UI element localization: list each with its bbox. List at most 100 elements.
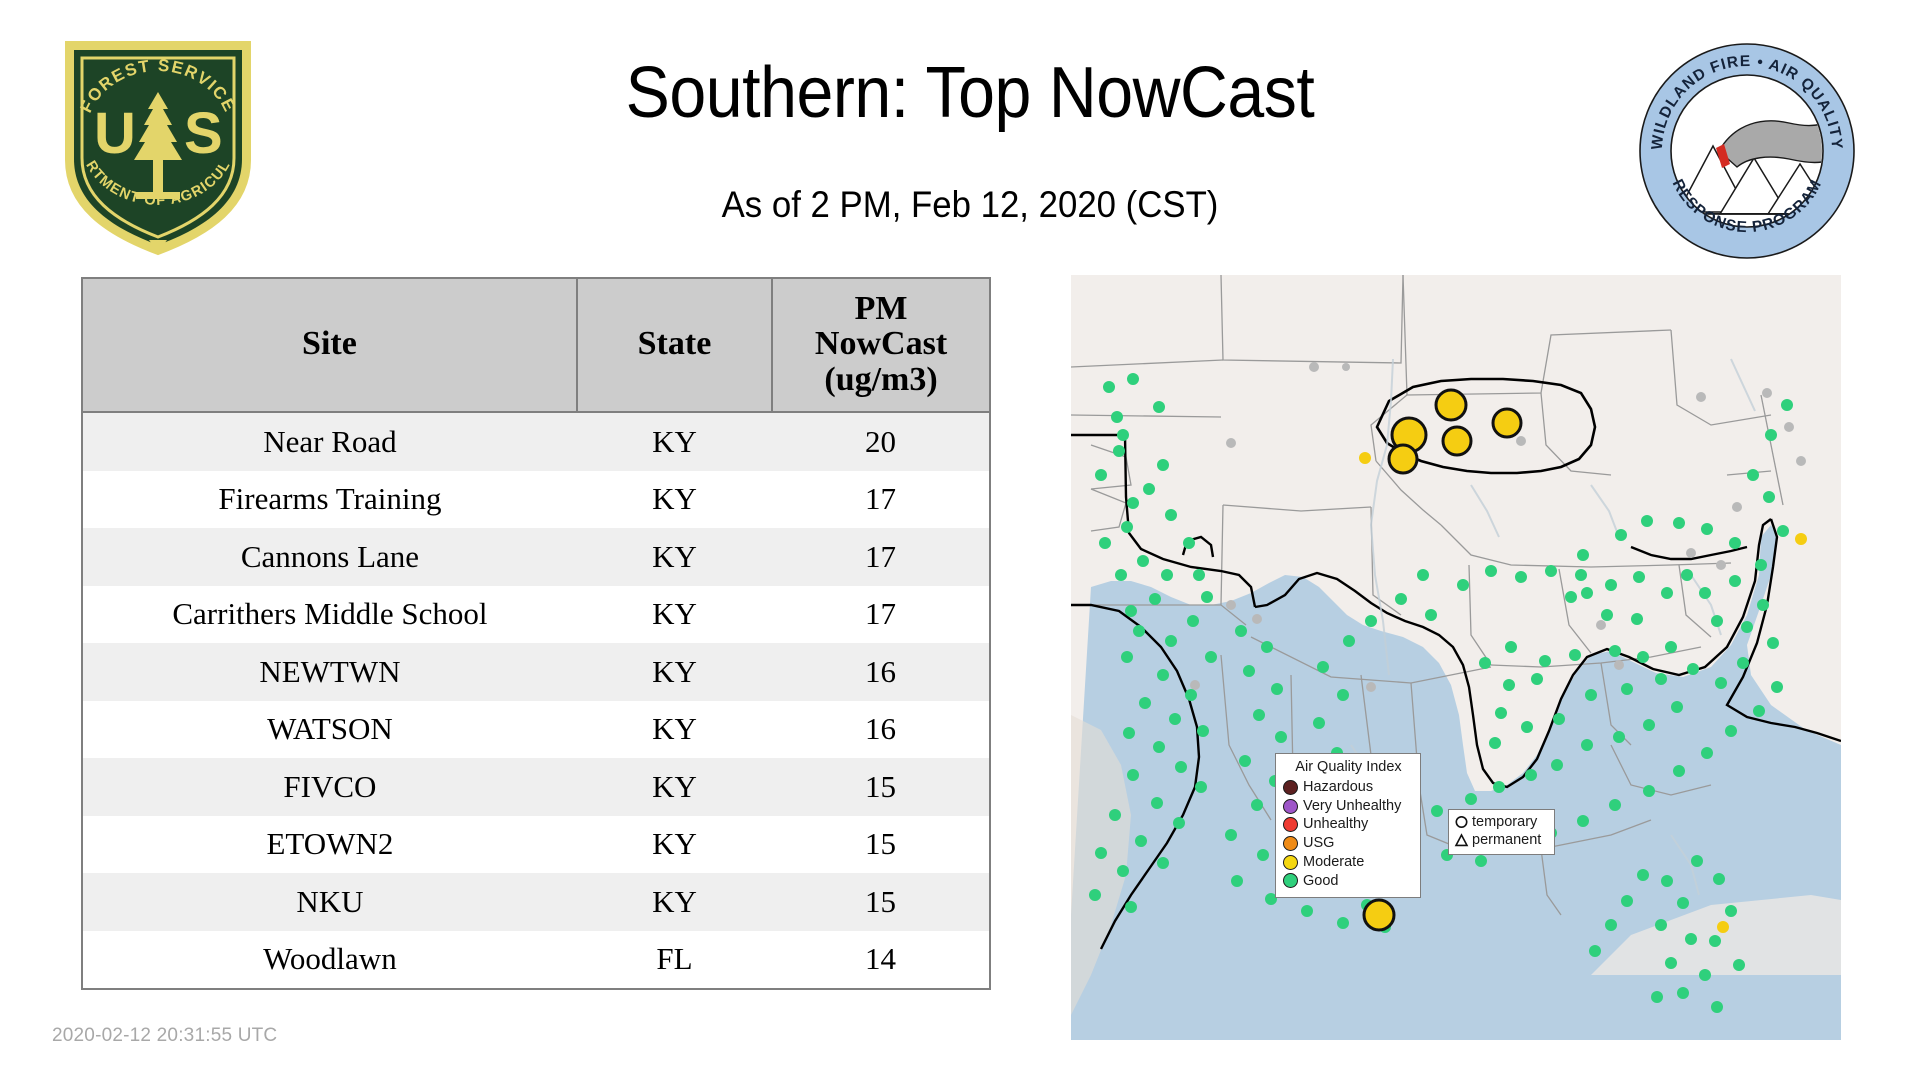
cell-state: FL xyxy=(576,930,773,989)
table-row: Carrithers Middle School KY 17 xyxy=(81,585,991,643)
cell-site: Firearms Training xyxy=(81,470,577,528)
table-row: NEWTWN KY 16 xyxy=(81,643,991,701)
us-forest-service-logo: U S FOREST SERVICE DEPARTMENT OF AGRICUL… xyxy=(46,16,264,260)
cell-site: ETOWN2 xyxy=(81,815,577,873)
marker-moderate-ky-5 xyxy=(1491,407,1523,439)
aqi-legend-label: Unhealthy xyxy=(1303,816,1369,833)
swatch-unhealthy-icon xyxy=(1283,817,1298,833)
cell-pm: 15 xyxy=(772,758,991,816)
cell-pm: 17 xyxy=(772,470,991,528)
site-type-label: permanent xyxy=(1472,831,1542,848)
cell-pm: 17 xyxy=(772,585,991,643)
aqi-legend-item-good: Good xyxy=(1283,872,1414,891)
page-subtitle: As of 2 PM, Feb 12, 2020 (CST) xyxy=(721,184,1219,225)
map-water xyxy=(1071,525,1841,1040)
table-row: NKU KY 15 xyxy=(81,873,991,931)
aqi-legend-label: Hazardous xyxy=(1303,779,1374,795)
marker-moderate-fl xyxy=(1717,921,1729,933)
aqi-legend-item-moderate: Moderate xyxy=(1283,853,1414,872)
cell-state: KY xyxy=(576,643,773,701)
map-markers-missing xyxy=(1190,362,1806,692)
aqi-legend-item-usg: USG xyxy=(1283,834,1414,853)
marker-moderate-ky-small xyxy=(1359,452,1371,464)
aqi-legend-label: Moderate xyxy=(1303,853,1365,870)
cell-state: KY xyxy=(576,470,773,528)
column-header-site: Site xyxy=(81,277,578,413)
site-type-item-permanent: permanent xyxy=(1454,832,1549,850)
cell-state: KY xyxy=(576,873,773,931)
aqi-legend-item-hazardous: Hazardous xyxy=(1283,778,1414,797)
flame-icon xyxy=(1716,144,1730,168)
pm-header-line-2: NowCast xyxy=(814,325,948,363)
column-header-pm-nowcast: PM NowCast (ug/m3) xyxy=(771,277,991,413)
cell-state: KY xyxy=(576,528,773,586)
table-row: FIVCO KY 15 xyxy=(81,758,991,816)
pm-header-line-3: (ug/m3) xyxy=(824,360,938,398)
map-canvas[interactable] xyxy=(1071,275,1841,1040)
cell-site: WATSON xyxy=(81,700,577,758)
cell-state: KY xyxy=(576,815,773,873)
table-row: Firearms Training KY 17 xyxy=(81,470,991,528)
marker-moderate-la-1 xyxy=(1362,898,1396,932)
cell-pm: 16 xyxy=(772,700,991,758)
cell-pm: 16 xyxy=(772,643,991,701)
cell-state: KY xyxy=(576,412,773,471)
wfaqrp-seal-logo: WILDLAND FIRE • AIR QUALITY RESPONSE PRO… xyxy=(1638,42,1856,260)
marker-moderate-va xyxy=(1795,533,1807,545)
cell-pm: 17 xyxy=(772,528,991,586)
pm-header-line-1: PM xyxy=(854,289,908,327)
table-row: WATSON KY 16 xyxy=(81,700,991,758)
cell-site: Woodlawn xyxy=(81,930,577,989)
cell-pm: 14 xyxy=(772,930,991,989)
aqi-legend-label: Good xyxy=(1303,872,1339,889)
cell-site: FIVCO xyxy=(81,758,577,816)
table-header-row: Site State PM NowCast (ug/m3) xyxy=(81,277,991,413)
page-title: Southern: Top NowCast xyxy=(625,53,1315,133)
svg-text:S: S xyxy=(184,101,223,166)
nowcast-table: Site State PM NowCast (ug/m3) Near Road … xyxy=(81,277,991,990)
kentucky-outline xyxy=(1375,377,1597,475)
table-row: ETOWN2 KY 15 xyxy=(81,815,991,873)
cell-site: Carrithers Middle School xyxy=(81,585,577,643)
cell-site: Cannons Lane xyxy=(81,528,577,586)
aqi-legend-item-unhealthy: Unhealthy xyxy=(1283,815,1414,834)
map-markers-good xyxy=(1089,373,1793,1013)
site-type-legend: temporary permanent xyxy=(1448,809,1555,856)
swatch-usg-icon xyxy=(1283,835,1298,851)
triangle-outline-icon xyxy=(1454,833,1469,848)
cell-site: Near Road xyxy=(81,412,577,471)
cell-pm: 15 xyxy=(772,873,991,931)
aqi-legend: Air Quality Index Hazardous Very Unhealt… xyxy=(1275,753,1421,899)
aqi-map[interactable]: Air Quality Index Hazardous Very Unhealt… xyxy=(1071,275,1841,1040)
footer-timestamp: 2020-02-12 20:31:55 UTC xyxy=(52,1025,278,1046)
map-markers-moderate xyxy=(1359,388,1807,933)
swatch-good-icon xyxy=(1283,873,1298,889)
cell-state: KY xyxy=(576,585,773,643)
swatch-very-unhealthy-icon xyxy=(1283,798,1298,814)
swatch-hazardous-icon xyxy=(1283,779,1298,795)
smoke-plume-icon xyxy=(1718,117,1822,168)
marker-moderate-ky-3 xyxy=(1387,443,1419,475)
site-type-item-temporary: temporary xyxy=(1454,814,1549,832)
marker-moderate-ky-4 xyxy=(1441,425,1473,457)
table-row: Near Road KY 20 xyxy=(81,412,991,471)
site-type-label: temporary xyxy=(1472,814,1538,830)
aqi-legend-title: Air Quality Index xyxy=(1295,759,1402,775)
column-header-state: State xyxy=(575,277,774,413)
nowcast-table-container: Site State PM NowCast (ug/m3) Near Road … xyxy=(81,277,991,990)
swatch-moderate-icon xyxy=(1283,854,1298,870)
cell-state: KY xyxy=(576,700,773,758)
circle-outline-icon xyxy=(1454,815,1469,830)
aqi-legend-label: Very Unhealthy xyxy=(1303,797,1402,814)
cell-site: NEWTWN xyxy=(81,643,577,701)
cell-pm: 20 xyxy=(772,412,991,471)
marker-moderate-ky-1 xyxy=(1434,388,1468,422)
cell-site: NKU xyxy=(81,873,577,931)
table-row: Woodlawn FL 14 xyxy=(81,930,991,989)
aqi-legend-label: USG xyxy=(1303,835,1335,852)
table-row: Cannons Lane KY 17 xyxy=(81,528,991,586)
svg-text:U: U xyxy=(94,101,136,166)
country-coastline xyxy=(1071,433,1841,950)
fs-shield-tree xyxy=(134,92,182,199)
cell-state: KY xyxy=(576,758,773,816)
